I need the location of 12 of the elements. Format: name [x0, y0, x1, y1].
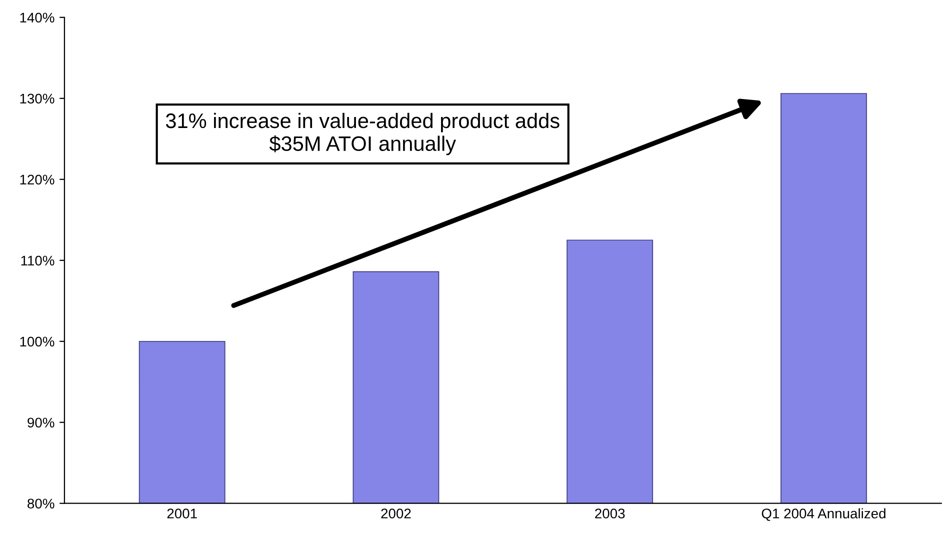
y-tick-label: 80%	[28, 498, 54, 509]
x-tick-label: 2003	[595, 508, 625, 518]
y-tick-label: 140%	[20, 12, 54, 23]
x-tick-label: 2001	[167, 508, 197, 518]
y-tick-label: 130%	[20, 94, 54, 104]
annotation: 31% increase in value-added product adds $35M ATOI annually	[166, 112, 560, 156]
x-tick-label: 2002	[381, 508, 411, 518]
y-tick-label: 100%	[20, 336, 54, 347]
y-tick-label: 90%	[28, 418, 54, 428]
y-tick-label: 110%	[21, 256, 54, 266]
x-tick-label: Q1 2004 Annualized	[762, 508, 886, 521]
y-tick-label: 120%	[20, 174, 54, 185]
